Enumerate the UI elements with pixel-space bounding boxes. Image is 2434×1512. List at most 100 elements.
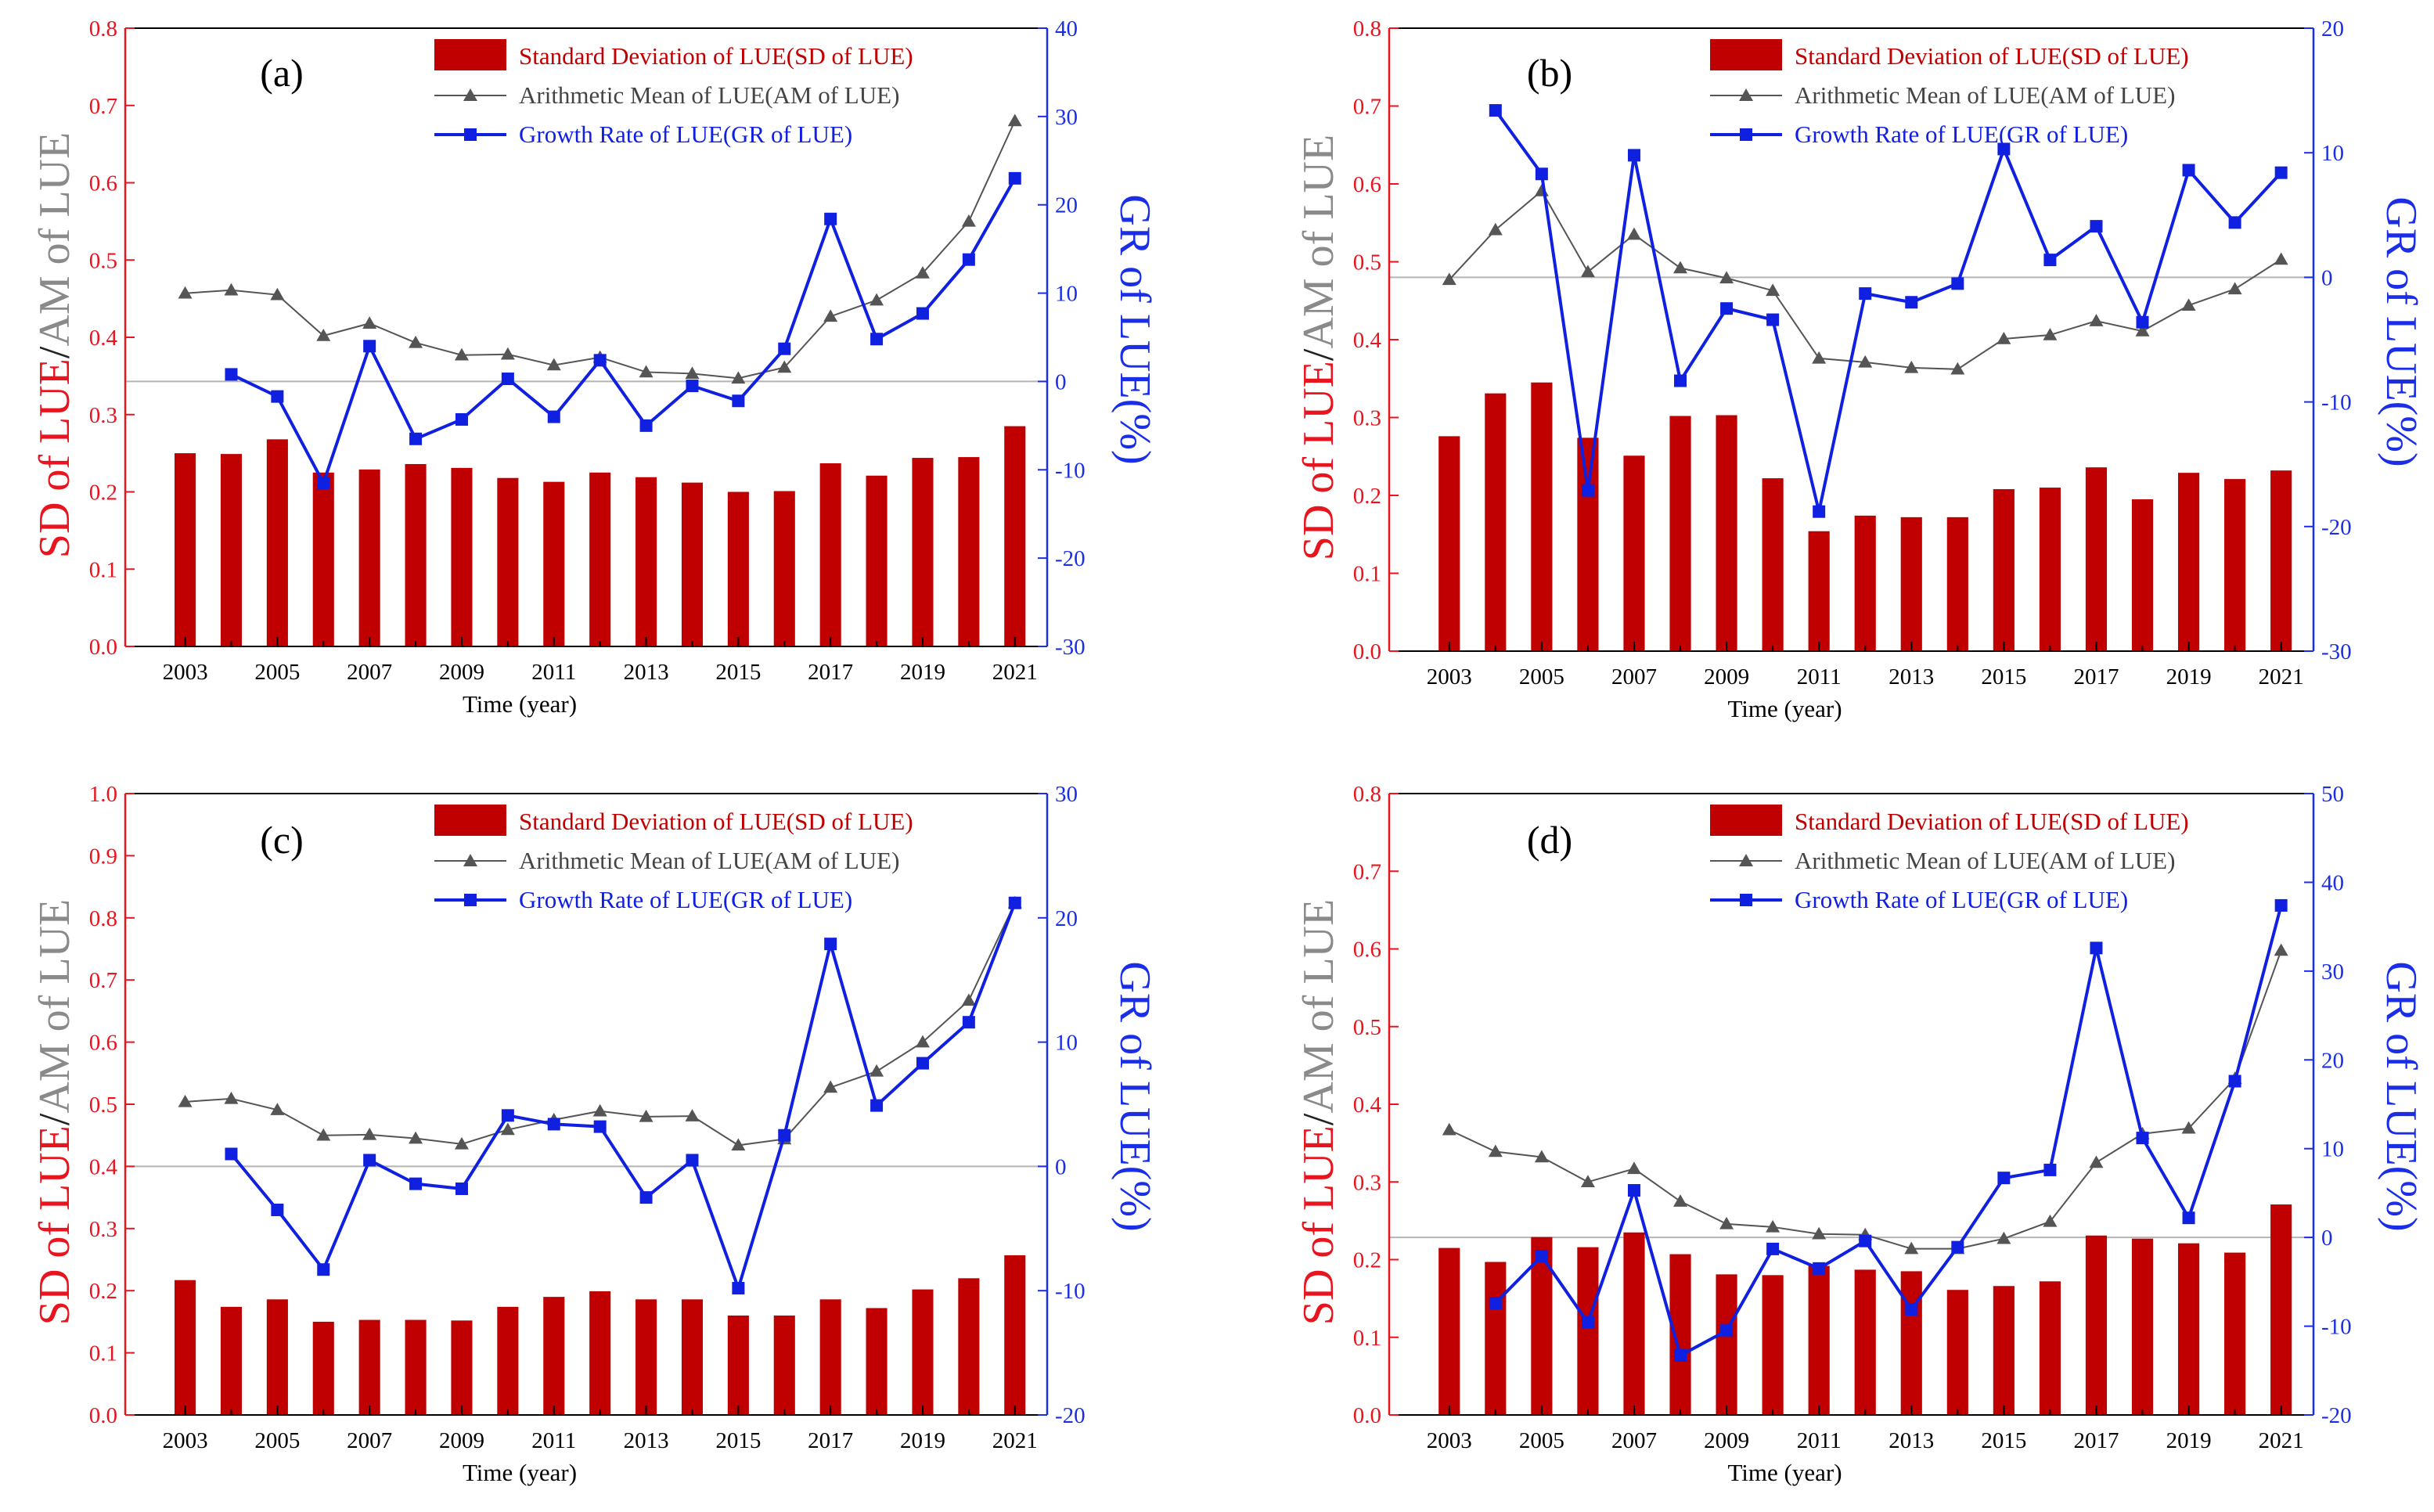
gr-point: [2090, 220, 2103, 233]
gr-point: [1859, 287, 1872, 301]
gr-point: [593, 1120, 607, 1133]
gr-point: [1008, 171, 1021, 185]
right-tick-label: -20: [2321, 1403, 2352, 1428]
gr-point: [1008, 896, 1021, 909]
gr-point: [1627, 149, 1640, 162]
left-tick-label: 0.4: [89, 326, 118, 351]
gr-point: [870, 333, 884, 346]
gr-point: [317, 477, 330, 490]
am-point: [316, 1128, 331, 1141]
right-axis-title: GR of LUE(%): [2377, 196, 2425, 466]
panel-label: (d): [1527, 818, 1572, 862]
legend-am-label: Arithmetic Mean of LUE(AM of LUE): [519, 81, 899, 109]
x-tick-label: 2013: [624, 660, 669, 685]
legend: Standard Deviation of LUE(SD of LUE) Arit…: [1710, 805, 2189, 913]
am-point: [731, 371, 746, 384]
am-point: [178, 1094, 193, 1107]
gr-point: [2043, 1163, 2057, 1176]
sd-bar: [727, 491, 749, 646]
am-point: [961, 993, 976, 1006]
sd-bar: [912, 1289, 934, 1415]
am-point: [1007, 113, 1022, 127]
left-tick-label: 0.5: [89, 248, 117, 273]
sd-bar: [1438, 436, 1460, 651]
left-axis-title-sep: /: [31, 346, 79, 358]
legend-sd-swatch: [434, 39, 506, 70]
sd-bar: [1623, 455, 1645, 651]
x-tick-label: 2019: [2166, 664, 2212, 689]
right-tick-label: -10: [2321, 391, 2352, 416]
sd-bar: [2224, 479, 2246, 651]
am-point: [685, 1109, 700, 1121]
gr-point: [1905, 1303, 1918, 1316]
x-tick-label: 2019: [900, 1428, 945, 1453]
right-tick-label: -10: [1055, 458, 1086, 483]
am-point: [2274, 943, 2288, 956]
legend-gr-label: Growth Rate of LUE(GR of LUE): [519, 886, 852, 913]
x-tick-label: 2017: [2073, 1428, 2119, 1453]
gr-point: [1951, 277, 1964, 290]
chart-panel-d: 0.0 0.1 0.2 0.3 0.4 0.5 0.6 0.7 0.8 -20 -10 0 10 20 30…: [1294, 782, 2425, 1486]
am-point: [915, 266, 930, 279]
gr-point: [409, 1177, 423, 1190]
gr-point: [547, 410, 560, 423]
sd-bar: [2039, 488, 2061, 651]
sd-bar: [958, 457, 980, 646]
gr-point: [501, 373, 514, 386]
sd-bar: [175, 453, 196, 646]
sd-bar: [1438, 1247, 1460, 1415]
sd-bar: [358, 469, 380, 646]
x-tick-label: 2009: [439, 660, 484, 685]
gr-point: [501, 1109, 514, 1122]
gr-point: [916, 1057, 929, 1070]
legend-gr-marker: [464, 128, 477, 141]
x-tick-label: 2009: [1704, 664, 1749, 689]
gr-point: [1674, 374, 1687, 387]
left-tick-label: 0.4: [89, 1154, 118, 1179]
am-point: [362, 316, 377, 329]
sd-bar: [1669, 416, 1691, 651]
gr-point: [1489, 104, 1502, 117]
right-tick-label: 20: [2321, 16, 2344, 41]
sd-bar: [1854, 1269, 1876, 1415]
x-tick-label: 2009: [439, 1428, 484, 1453]
right-tick-label: -30: [2321, 639, 2352, 664]
gr-point: [547, 1118, 560, 1131]
am-point: [870, 1064, 884, 1077]
x-tick-label: 2013: [1889, 664, 1934, 689]
sd-bar: [1485, 1262, 1507, 1415]
sd-bar: [1531, 382, 1553, 651]
am-point: [178, 286, 193, 299]
left-tick-label: 0.0: [1353, 639, 1381, 664]
gr-point: [1997, 142, 2011, 156]
am-point: [1812, 351, 1827, 364]
sd-bar: [2131, 1238, 2154, 1415]
sd-bar: [773, 1315, 795, 1415]
left-axis-title-sd: SD of LUE: [31, 1125, 79, 1325]
x-tick-label: 2013: [1889, 1428, 1934, 1453]
sd-bar: [1993, 1286, 2015, 1415]
x-tick-label: 2019: [900, 660, 945, 685]
x-tick-label: 2007: [1611, 664, 1657, 689]
am-point: [2274, 252, 2288, 265]
left-tick-label: 0.4: [1353, 328, 1382, 353]
am-point: [1719, 1216, 1734, 1229]
left-tick-label: 0.2: [1353, 484, 1381, 509]
left-tick-label: 0.7: [89, 968, 117, 993]
legend-gr-label: Growth Rate of LUE(GR of LUE): [1795, 121, 2128, 148]
gr-point: [1535, 1249, 1548, 1262]
left-axis-title-am: AM of LUE: [31, 899, 79, 1114]
x-tick-label: 2003: [163, 660, 208, 685]
left-tick-label: 0.1: [89, 557, 117, 582]
x-tick-label: 2011: [1797, 664, 1842, 689]
am-point: [685, 366, 700, 380]
left-tick-label: 0.0: [89, 1403, 117, 1428]
left-tick-label: 0.5: [1353, 250, 1381, 275]
sd-bar: [358, 1319, 380, 1415]
sd-bar: [681, 1299, 704, 1415]
left-axis-title-sep: /: [1294, 1113, 1343, 1125]
legend-am-marker: [1739, 854, 1753, 866]
sd-bar: [497, 477, 519, 646]
left-tick-label: 0.4: [1353, 1093, 1382, 1118]
left-tick-label: 0.2: [89, 1279, 117, 1304]
